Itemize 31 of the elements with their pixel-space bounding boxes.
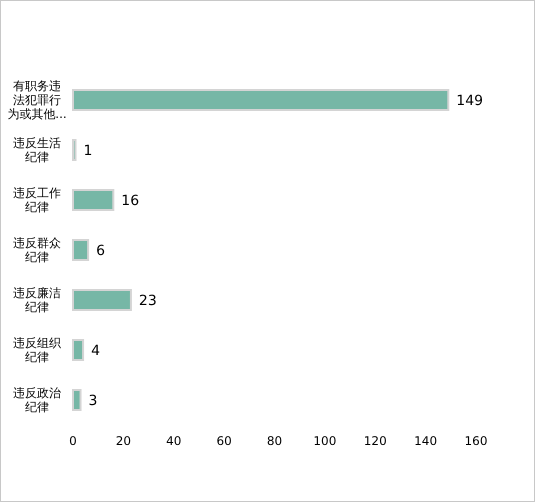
data-label: 23 xyxy=(138,293,157,309)
x-tick-label: 120 xyxy=(364,434,387,448)
bar xyxy=(72,339,84,361)
data-label: 149 xyxy=(456,93,484,109)
x-tick-label: 20 xyxy=(116,434,132,448)
data-label: 4 xyxy=(91,343,100,359)
bar xyxy=(72,189,114,211)
x-tick-label: 100 xyxy=(313,434,336,448)
data-label: 6 xyxy=(96,243,106,259)
x-tick-label: 140 xyxy=(414,434,438,448)
bar xyxy=(72,139,77,161)
data-label: 3 xyxy=(88,393,98,409)
data-label: 1 xyxy=(84,143,92,159)
y-tick-label: 违反组织纪律 xyxy=(13,336,61,364)
x-tick-label: 160 xyxy=(464,434,488,448)
y-tick-label: 违反廉洁纪律 xyxy=(13,286,61,314)
bar xyxy=(72,389,82,411)
x-tick-label: 60 xyxy=(216,434,232,448)
x-tick-label: 80 xyxy=(266,434,282,448)
y-tick-label: 违反生活纪律 xyxy=(13,136,61,164)
y-tick-label: 违反群众纪律 xyxy=(13,236,61,264)
x-tick-label: 40 xyxy=(166,434,182,448)
bar xyxy=(72,289,132,311)
y-tick-label: 违反政治纪律 xyxy=(13,386,61,414)
bar xyxy=(72,239,90,261)
data-label: 16 xyxy=(121,193,140,209)
plot: 149 1 16 6 23 4 3 xyxy=(72,89,484,411)
bar xyxy=(72,89,450,111)
y-tick-label: 违反工作纪律 xyxy=(13,186,61,214)
x-tick-label: 0 xyxy=(69,434,77,448)
y-tick-label: 有职务违法犯罪行为或其他... xyxy=(7,79,67,121)
